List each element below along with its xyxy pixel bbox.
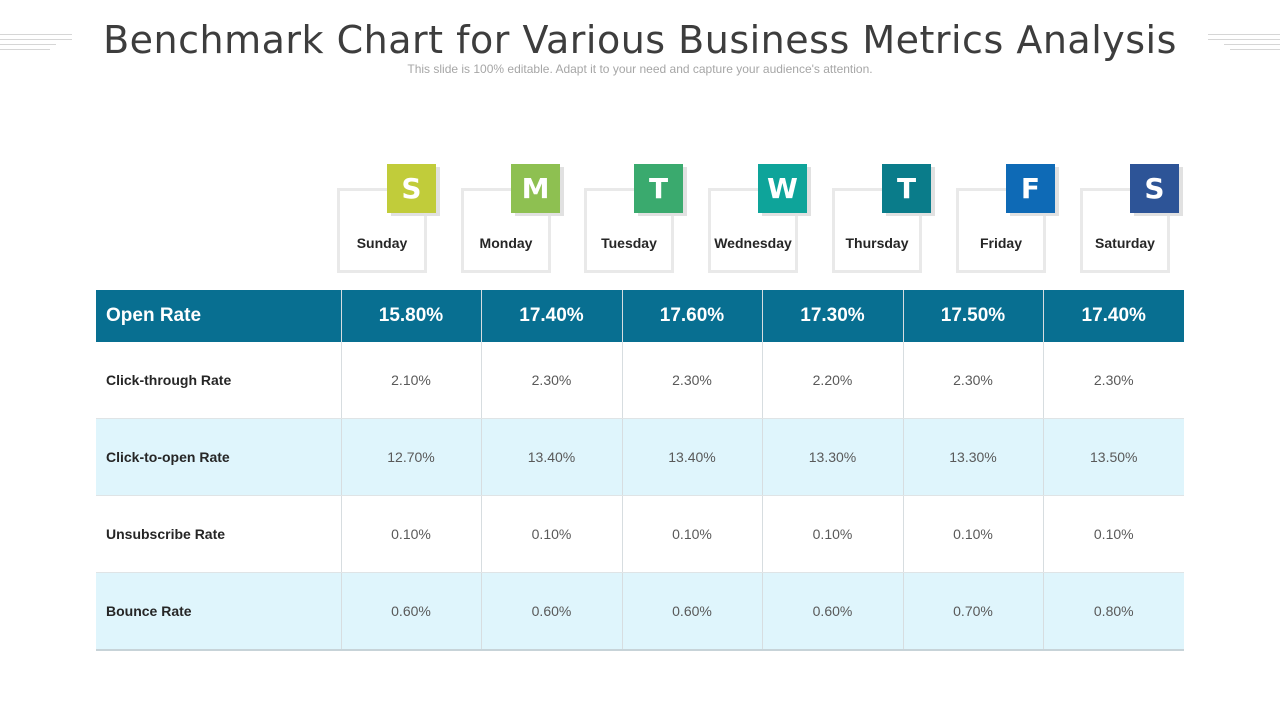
day-badge-thursday: T	[882, 164, 931, 213]
table-row: Unsubscribe Rate 0.10% 0.10% 0.10% 0.10%…	[96, 495, 1184, 573]
day-card-tuesday: T Tuesday	[584, 164, 683, 273]
table-cell: 0.60%	[481, 572, 623, 651]
table-cell: 2.30%	[481, 342, 623, 419]
table-cell: 12.70%	[341, 418, 482, 496]
header-cell: 17.40%	[1043, 290, 1184, 342]
table-row: Click-to-open Rate 12.70% 13.40% 13.40% …	[96, 418, 1184, 496]
table-cell: 2.20%	[762, 342, 904, 419]
header-cell: 17.50%	[903, 290, 1044, 342]
table-cell: 13.30%	[762, 418, 904, 496]
day-name: Sunday	[356, 235, 408, 251]
day-badge-monday: M	[511, 164, 560, 213]
row-label: Bounce Rate	[96, 572, 342, 651]
day-badge-friday: F	[1006, 164, 1055, 213]
table-cell: 0.60%	[341, 572, 482, 651]
header-cell: 17.60%	[622, 290, 763, 342]
day-name: Friday	[979, 235, 1022, 251]
table-cell: 13.40%	[622, 418, 763, 496]
table-cell: 2.30%	[903, 342, 1044, 419]
table-row: Click-through Rate 2.10% 2.30% 2.30% 2.2…	[96, 342, 1184, 419]
table-cell: 13.50%	[1043, 418, 1184, 496]
table-cell: 13.30%	[903, 418, 1044, 496]
table-cell: 0.10%	[903, 495, 1044, 573]
day-card-wednesday: W Wednesday	[708, 164, 807, 273]
benchmark-table: Open Rate 15.80% 17.40% 17.60% 17.30% 17…	[96, 290, 1184, 651]
row-label: Unsubscribe Rate	[96, 495, 342, 573]
day-name: Wednesday	[714, 235, 792, 251]
table-cell: 2.30%	[1043, 342, 1184, 419]
table-cell: 2.30%	[622, 342, 763, 419]
table-cell: 13.40%	[481, 418, 623, 496]
page-subtitle: This slide is 100% editable. Adapt it to…	[407, 62, 873, 76]
table-cell: 0.10%	[1043, 495, 1184, 573]
header-label: Open Rate	[96, 290, 342, 342]
day-name: Tuesday	[601, 235, 657, 251]
day-badge-tuesday: T	[634, 164, 683, 213]
table-header-row: Open Rate 15.80% 17.40% 17.60% 17.30% 17…	[96, 290, 1184, 342]
day-badge-sunday: S	[387, 164, 436, 213]
table-cell: 0.10%	[622, 495, 763, 573]
table-cell: 0.70%	[903, 572, 1044, 651]
table-cell: 0.10%	[341, 495, 482, 573]
header-cell: 17.30%	[762, 290, 904, 342]
header-cell: 17.40%	[481, 290, 623, 342]
day-card-sunday: S Sunday	[337, 164, 436, 273]
table-cell: 0.80%	[1043, 572, 1184, 651]
day-badge-wednesday: W	[758, 164, 807, 213]
header-cell: 15.80%	[341, 290, 482, 342]
table-cell: 2.10%	[341, 342, 482, 419]
day-card-thursday: T Thursday	[832, 164, 931, 273]
table-cell: 0.60%	[622, 572, 763, 651]
table-row: Bounce Rate 0.60% 0.60% 0.60% 0.60% 0.70…	[96, 572, 1184, 651]
day-name: Thursday	[845, 235, 909, 251]
decorative-lines-left	[0, 32, 72, 52]
table-cell: 0.10%	[481, 495, 623, 573]
row-label: Click-through Rate	[96, 342, 342, 419]
table-cell: 0.60%	[762, 572, 904, 651]
day-card-saturday: S Saturday	[1080, 164, 1179, 273]
page-title: Benchmark Chart for Various Business Met…	[103, 18, 1177, 62]
day-name: Monday	[479, 235, 533, 251]
day-card-friday: F Friday	[956, 164, 1055, 273]
decorative-lines-right	[1208, 32, 1280, 52]
day-name: Saturday	[1095, 235, 1155, 251]
day-card-monday: M Monday	[461, 164, 560, 273]
table-cell: 0.10%	[762, 495, 904, 573]
day-badge-saturday: S	[1130, 164, 1179, 213]
row-label: Click-to-open Rate	[96, 418, 342, 496]
